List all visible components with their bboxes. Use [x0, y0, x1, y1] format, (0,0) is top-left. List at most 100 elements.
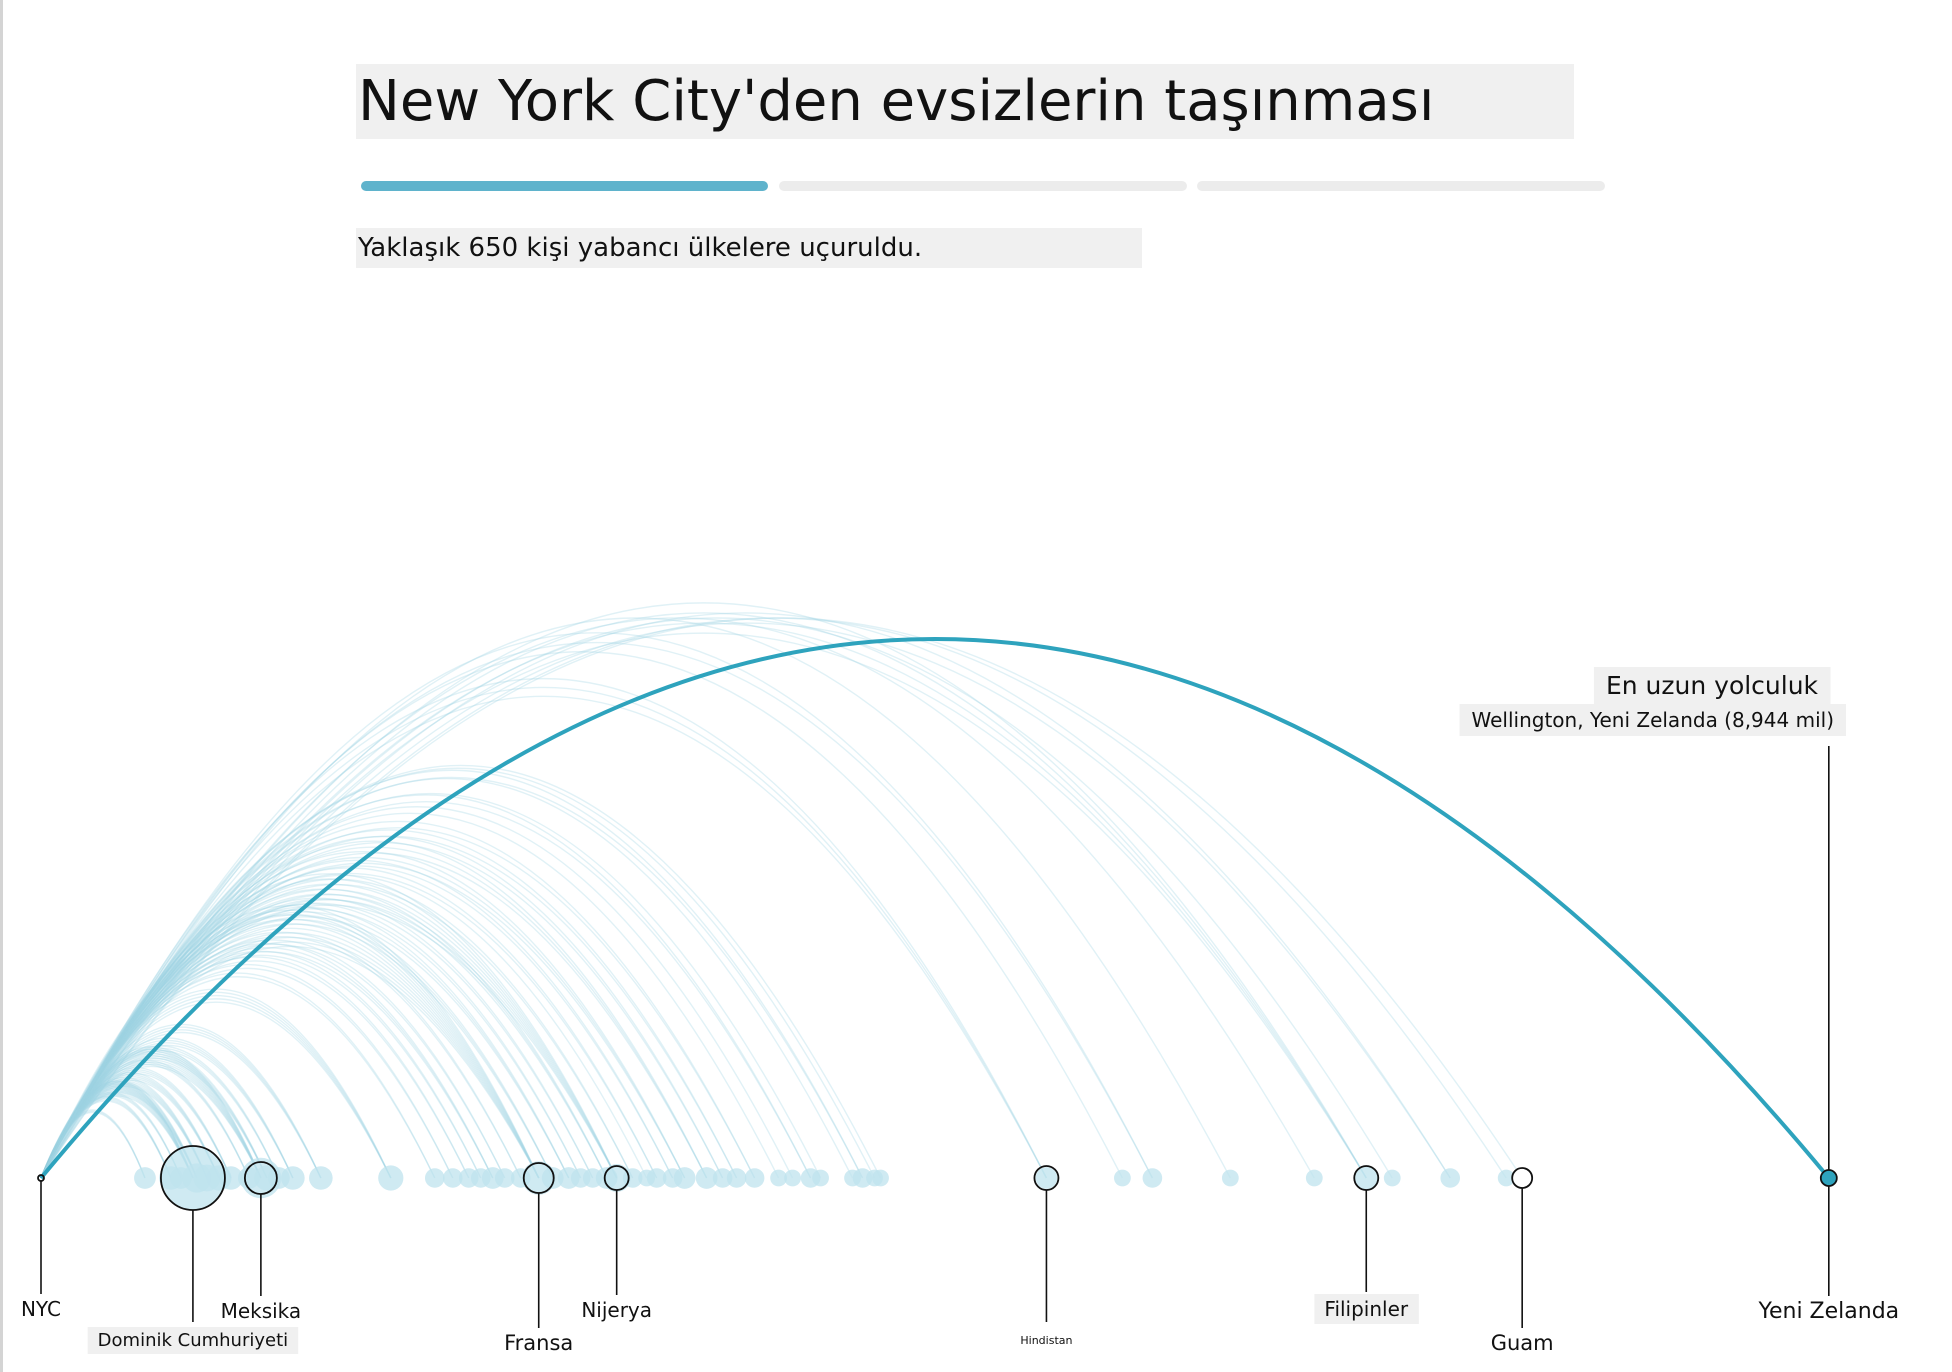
trip-arc [40, 835, 738, 1179]
trip-arc [40, 1083, 198, 1179]
trip-arc [40, 991, 392, 1179]
destination-dot[interactable] [852, 1168, 873, 1188]
trip-arc [40, 812, 780, 1179]
progress-step-2[interactable] [779, 181, 1187, 191]
trip-arc [40, 908, 582, 1179]
trip-arc [40, 829, 738, 1179]
destination-dot[interactable] [812, 1169, 829, 1187]
trip-arc [40, 1092, 182, 1179]
trip-arc [40, 642, 1154, 1179]
trip-arc [40, 956, 470, 1179]
progress-step-1[interactable] [361, 181, 768, 191]
trip-arc [40, 777, 864, 1179]
destination-dot[interactable] [646, 1168, 667, 1188]
trip-arc [40, 927, 540, 1179]
arc-layer [39, 602, 1831, 1180]
trip-arc [40, 767, 876, 1179]
trip-arc [40, 951, 494, 1179]
trip-arc [40, 827, 756, 1179]
trip-arc [40, 963, 454, 1179]
trip-arc [40, 1097, 172, 1179]
destination-dot[interactable] [770, 1169, 787, 1187]
trip-arc [40, 972, 436, 1179]
trip-arc [40, 1095, 194, 1179]
trip-arc [40, 931, 522, 1179]
page-title: New York City'den evsizlerin taşınması [358, 69, 1435, 134]
destination-dot[interactable] [442, 1168, 463, 1188]
trip-arc [40, 1082, 194, 1179]
trip-arc [40, 1072, 220, 1179]
trip-arc [40, 1059, 262, 1179]
destination-dot[interactable] [378, 1165, 404, 1191]
destination-dot[interactable] [872, 1169, 889, 1187]
yeni-zelanda-marker[interactable] [1819, 1169, 1838, 1187]
trip-arc [40, 976, 436, 1179]
trip-arc [40, 617, 1507, 1179]
fransa-marker[interactable] [522, 1162, 555, 1194]
trip-arc [40, 998, 392, 1179]
trip-arc [40, 1091, 198, 1179]
trip-arc [40, 941, 540, 1179]
destination-dot[interactable] [1354, 1166, 1379, 1190]
trip-arc [40, 873, 618, 1179]
trip-arc [40, 1085, 208, 1179]
destination-dot[interactable] [1035, 1167, 1058, 1189]
destination-dot[interactable] [1383, 1169, 1401, 1187]
destination-dot[interactable] [784, 1169, 801, 1187]
trip-arc [40, 902, 594, 1179]
destination-dot[interactable] [726, 1168, 747, 1188]
destination-dot[interactable] [1497, 1169, 1515, 1187]
trip-arc [40, 950, 482, 1179]
dominik-cumhuriyeti-marker[interactable] [160, 1145, 226, 1211]
trip-arc [40, 1085, 194, 1179]
destination-dot[interactable] [309, 1166, 333, 1190]
trip-arc [40, 1026, 322, 1179]
destination-dot[interactable] [494, 1168, 515, 1188]
destination-dot[interactable] [1305, 1169, 1323, 1187]
trip-arc [40, 1029, 322, 1179]
hindistan-marker[interactable] [1033, 1165, 1060, 1191]
dot-layer [134, 1146, 1838, 1210]
progress-step-3[interactable] [1197, 181, 1605, 191]
trip-arc [40, 622, 1451, 1179]
trip-arc [40, 806, 794, 1179]
destination-dot[interactable] [134, 1167, 156, 1189]
destination-dot[interactable] [695, 1167, 718, 1189]
trip-arc [40, 909, 540, 1179]
destination-dot[interactable] [602, 1164, 631, 1192]
trip-arc [40, 960, 470, 1179]
trip-arc [40, 942, 494, 1179]
trip-arc [40, 617, 1315, 1179]
trip-arc [40, 859, 674, 1179]
trip-arc [40, 872, 658, 1179]
trip-arc [40, 602, 1367, 1179]
meksika-marker[interactable] [243, 1161, 278, 1195]
trip-arc [40, 835, 724, 1179]
destination-dot[interactable] [424, 1168, 445, 1188]
destination-dot[interactable] [281, 1166, 305, 1190]
trip-arc [40, 954, 482, 1179]
nyc-marker[interactable] [37, 1174, 45, 1182]
filipinler-marker[interactable] [1353, 1165, 1380, 1191]
trip-arc [40, 632, 1154, 1179]
left-border [0, 0, 3, 1372]
destination-dot[interactable] [1440, 1168, 1461, 1188]
destination-dot[interactable] [1113, 1169, 1131, 1187]
trip-arc [40, 939, 506, 1179]
trip-arc [40, 1046, 262, 1179]
destination-dot[interactable] [712, 1168, 733, 1188]
nyc-label: NYC [21, 1297, 61, 1321]
destination-dot[interactable] [744, 1168, 765, 1188]
label-layer: NYC Dominik Cumhuriyeti Meksika Fransa Nijer… [21, 667, 1899, 1355]
guam-marker[interactable] [1511, 1167, 1534, 1189]
trip-arc [40, 1093, 194, 1179]
trip-arc [40, 1077, 208, 1179]
subtitle-background [356, 228, 1142, 268]
nijerya-marker[interactable] [603, 1165, 630, 1191]
destination-dot[interactable] [541, 1167, 564, 1189]
destination-dot[interactable] [673, 1167, 696, 1189]
trip-arc [40, 1047, 280, 1179]
trip-arc [40, 778, 854, 1179]
destination-dot[interactable] [1142, 1168, 1163, 1188]
destination-dot[interactable] [1221, 1169, 1239, 1187]
